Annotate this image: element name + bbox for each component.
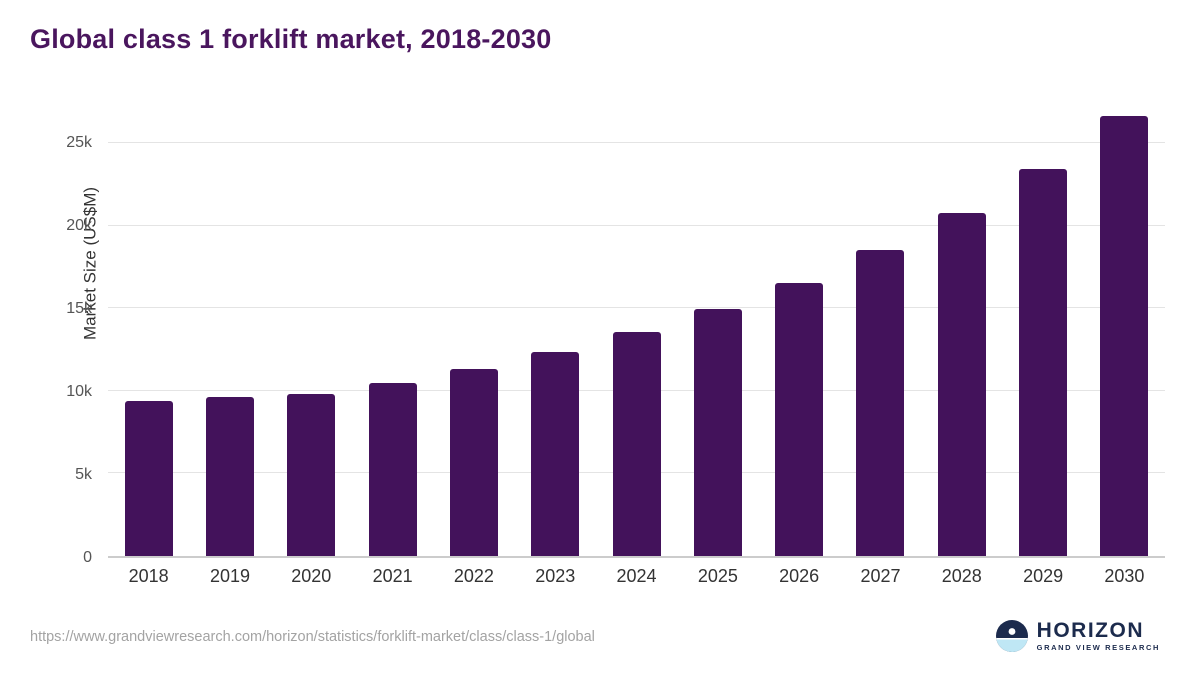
x-tick-label-2018: 2018 [128, 566, 169, 586]
x-tick-label-2027: 2027 [860, 566, 901, 586]
logo-name: HORIZON [1036, 619, 1144, 643]
bar-2024 [612, 332, 661, 556]
x-tick-label-2030: 2030 [1104, 566, 1145, 586]
bar-2029 [1019, 168, 1068, 556]
bar-2028 [937, 213, 986, 556]
bar-2027 [856, 250, 905, 556]
x-tick-label-2022: 2022 [453, 566, 494, 586]
bar-cell-2029 [1002, 100, 1083, 556]
x-tick-label-2029: 2029 [1023, 566, 1064, 586]
bar-2019 [205, 397, 254, 556]
y-tick-label-10k: 10k [66, 383, 92, 401]
x-tick-label-2026: 2026 [779, 566, 820, 586]
bar-2025 [693, 309, 742, 556]
bar-2021 [368, 383, 417, 556]
bar-cell-2027 [840, 100, 921, 556]
gridline-15k [108, 307, 1165, 309]
x-tick-label-2023: 2023 [535, 566, 576, 586]
bar-2026 [775, 282, 824, 556]
logo-subtitle: GRAND VIEW RESEARCH [1036, 643, 1160, 653]
source-url: https://www.grandviewresearch.com/horizo… [30, 629, 595, 645]
bar-cell-2019 [189, 100, 270, 556]
bar-cell-2030 [1084, 100, 1165, 556]
bar-cell-2022 [433, 100, 514, 556]
bar-cell-2021 [352, 100, 433, 556]
bar-cell-2025 [677, 100, 758, 556]
x-tick-label-2020: 2020 [291, 566, 332, 586]
y-tick-label-20k: 20k [66, 217, 92, 235]
bar-cell-2026 [759, 100, 840, 556]
y-tick-label-15k: 15k [66, 300, 92, 318]
x-tick-label-2019: 2019 [209, 566, 250, 586]
y-axis-tick-labels: 0 5k 10k 15k 20k 25k [0, 100, 100, 566]
x-tick-label-2028: 2028 [941, 566, 982, 586]
bar-cell-2018 [108, 100, 189, 556]
y-tick-label-5k: 5k [75, 466, 92, 484]
bars-row [108, 100, 1165, 556]
logo-text-block: HORIZON GRAND VIEW RESEARCH [1037, 620, 1160, 652]
bar-2030 [1100, 115, 1149, 556]
bar-2022 [449, 369, 498, 556]
x-axis-tick-labels: 2018 2019 2020 2021 2022 2023 2024 2025 2026 2027… [108, 566, 1165, 587]
bar-cell-2024 [596, 100, 677, 556]
x-tick-label-2021: 2021 [372, 566, 413, 586]
y-tick-label-25k: 25k [66, 134, 92, 152]
bar-2023 [531, 351, 580, 556]
x-tick-label-2025: 2025 [697, 566, 738, 586]
bar-2020 [287, 394, 336, 556]
y-tick-label-0: 0 [83, 549, 92, 566]
gridline-20k [108, 224, 1165, 226]
bar-cell-2020 [271, 100, 352, 556]
bar-cell-2028 [921, 100, 1002, 556]
bar-2018 [124, 400, 173, 556]
horizon-logo-icon [995, 620, 1028, 652]
gridline-25k [108, 141, 1165, 143]
bar-cell-2023 [515, 100, 596, 556]
horizon-logo: HORIZON GRAND VIEW RESEARCH [995, 620, 1160, 652]
x-tick-label-2024: 2024 [616, 566, 657, 586]
plot-area [108, 100, 1165, 558]
chart-title: Global class 1 forklift market, 2018-203… [30, 24, 552, 54]
